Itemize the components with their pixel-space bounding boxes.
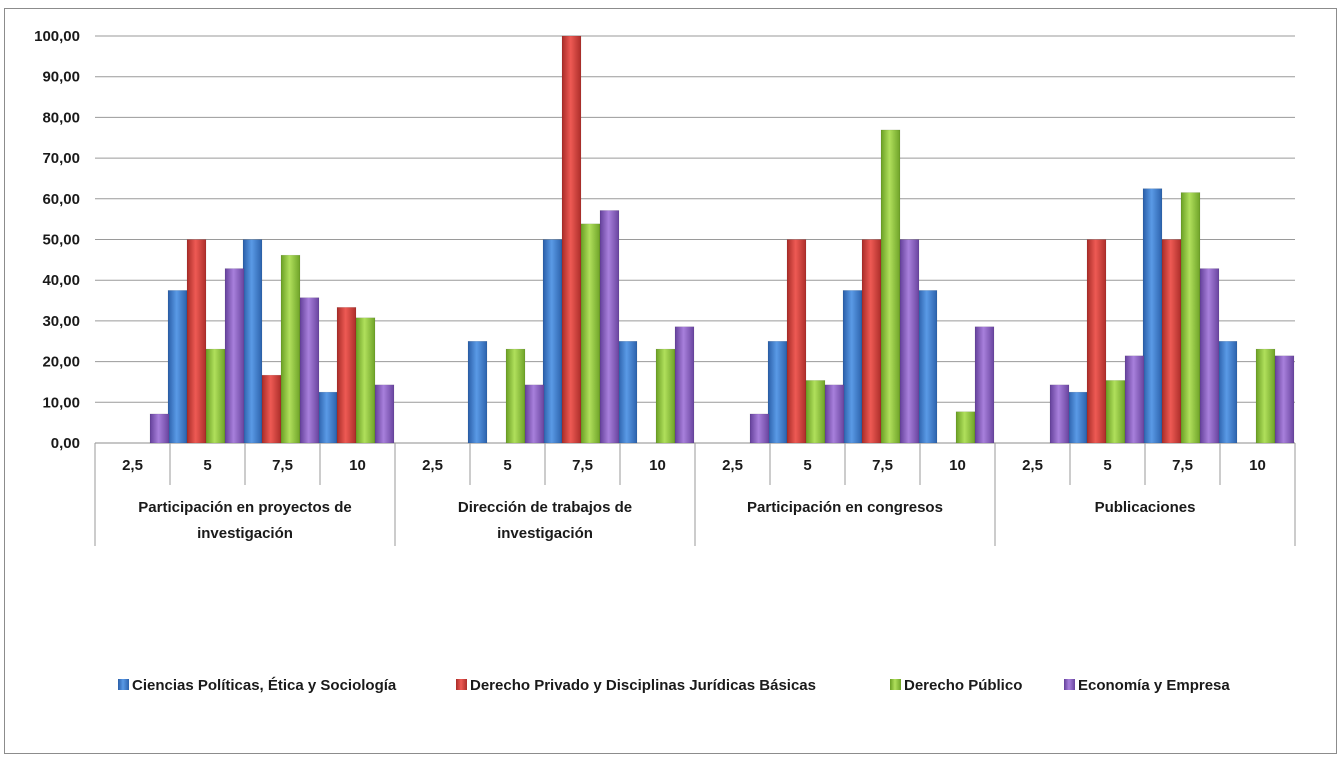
bar [561,35,582,444]
y-tick-label: 20,00 [42,354,80,371]
bar [974,326,995,444]
bar [149,413,170,444]
group-label: investigación [497,525,593,542]
legend-item: Economía y Empresa [1064,677,1230,694]
bar [242,239,263,444]
bar [1161,239,1182,444]
x-tick-label: 7,5 [572,457,593,474]
x-tick-label: 10 [1249,457,1266,474]
bar [317,391,338,444]
bar [617,341,638,444]
legend-swatch [1064,679,1075,690]
bar [880,129,901,444]
y-tick-label: 100,00 [34,28,80,45]
bar [899,239,920,444]
y-tick-label: 10,00 [42,394,80,411]
legend-swatch [456,679,467,690]
bar [280,254,301,444]
legend-item: Derecho Público [890,677,1022,694]
bar [336,307,357,444]
bar [1199,268,1220,444]
x-tick-label: 7,5 [272,457,293,474]
y-axis-ticks: 0,00 10,00 20,00 30,00 40,00 50,00 60,00 70,00 8… [34,28,80,452]
y-tick-label: 0,00 [51,435,80,452]
y-tick-label: 50,00 [42,232,80,249]
bar [655,348,676,444]
bar [299,297,320,444]
bar [955,411,976,444]
bar [1049,384,1070,444]
bar [749,413,770,444]
y-tick-label: 40,00 [42,272,80,289]
group-label: Publicaciones [1095,499,1196,516]
x-tick-label: 7,5 [872,457,893,474]
bar [1124,355,1145,444]
bar [1067,391,1088,444]
bar [1142,188,1163,444]
y-tick-label: 80,00 [42,109,80,126]
y-tick-label: 90,00 [42,69,80,86]
bar [1217,341,1238,444]
bar [186,239,207,444]
bar [224,268,245,444]
x-tick-label: 10 [949,457,966,474]
group-label: Participación en congresos [747,499,943,516]
bar [861,239,882,444]
bar [524,384,545,444]
bar [805,380,826,444]
bar [580,223,601,444]
legend-item: Derecho Privado y Disciplinas Jurídicas … [456,677,816,694]
x-tick-label: 5 [203,457,211,474]
bar [1105,380,1126,444]
x-tick-label: 2,5 [722,457,743,474]
legend-label: Derecho Público [904,677,1022,694]
group-label: Dirección de trabajos de [458,499,632,516]
bar [674,326,695,444]
bar [261,374,282,444]
bar [1086,239,1107,444]
bar [786,239,807,444]
x-tick-label: 7,5 [1172,457,1193,474]
y-tick-label: 70,00 [42,150,80,167]
x-tick-label: 5 [503,457,511,474]
y-tick-label: 30,00 [42,313,80,330]
bar [355,317,376,444]
bar [374,384,395,444]
bar [767,341,788,444]
bar [1255,348,1276,444]
bar [1274,355,1295,444]
bar [205,348,226,444]
x-tick-label: 2,5 [422,457,443,474]
bar [505,348,526,444]
x-tick-label: 2,5 [122,457,143,474]
bar [824,384,845,444]
bar [467,341,488,444]
x-tick-label: 5 [803,457,811,474]
legend: Ciencias Políticas, Ética y Sociología De… [118,677,1230,694]
legend-swatch [890,679,901,690]
legend-label: Economía y Empresa [1078,677,1230,694]
legend-label: Derecho Privado y Disciplinas Jurídicas … [470,677,816,694]
bar [542,239,563,444]
x-tick-label: 10 [349,457,366,474]
x-tick-label: 2,5 [1022,457,1043,474]
bar [167,290,188,444]
x-tick-label: 5 [1103,457,1111,474]
group-label: investigación [197,525,293,542]
bars [149,35,1295,444]
bar [1180,192,1201,444]
bar [599,210,620,444]
legend-item: Ciencias Políticas, Ética y Sociología [118,677,397,694]
x-axis: 2,5 5 7,5 10 2,5 5 7,5 10 2,5 5 7,5 10 2,5 5 7,5 10 Part… [94,443,1296,546]
group-label: Participación en proyectos de [138,499,351,516]
bar [917,290,938,444]
x-tick-label: 10 [649,457,666,474]
bar [842,290,863,444]
y-tick-label: 60,00 [42,191,80,208]
legend-label: Ciencias Políticas, Ética y Sociología [132,677,397,694]
legend-swatch [118,679,129,690]
